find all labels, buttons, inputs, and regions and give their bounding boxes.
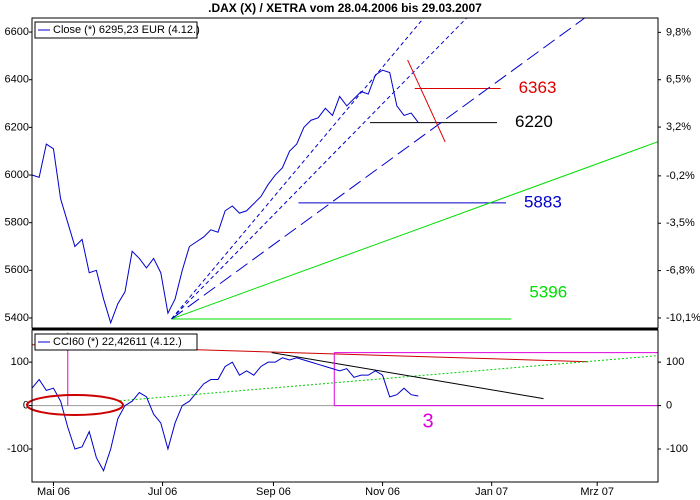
y2-tick-label: 3,2%	[666, 121, 691, 133]
trend-line	[271, 352, 544, 400]
y-tick-label: 5600	[5, 264, 29, 276]
series-line	[31, 357, 419, 472]
trend-line	[171, 17, 467, 320]
annotation: 3	[422, 410, 433, 432]
y2-tick-label: 0	[666, 399, 672, 411]
highlight-ellipse	[26, 394, 124, 416]
x-tick-label: Mai 06	[37, 486, 70, 498]
y-tick-label: 6000	[5, 169, 29, 181]
trend-line	[407, 59, 446, 143]
plots: 5400 5600 5800 6000 6200 6400 6600 9,8% 6,5% 3,2%…	[5, 17, 700, 498]
y-tick-label: -100	[7, 443, 29, 455]
series-line	[31, 69, 419, 325]
chart-title: .DAX (X) / XETRA vom 28.04.2006 bis 29.0…	[208, 1, 482, 15]
legend-label: CCI60 (*) 22,42611 (4.12.)	[53, 336, 182, 348]
y2-tick-label: -10,1%	[666, 312, 700, 324]
y2-tick-label: 9,8%	[666, 26, 691, 38]
y2-tick-label: 6,5%	[666, 74, 691, 86]
level-label: 6363	[519, 78, 557, 97]
x-tick-label: Mrz 07	[580, 486, 614, 498]
y2-tick-label: -6,8%	[666, 264, 695, 276]
trend-line	[171, 141, 659, 320]
y-tick-label: 100	[11, 356, 29, 368]
y2-tick-label: -3,5%	[666, 217, 695, 229]
legend	[34, 333, 198, 351]
y-tick-label: 5800	[5, 217, 29, 229]
trend-line	[171, 17, 585, 320]
level-label: 6220	[515, 112, 553, 131]
y-tick-label: 0	[23, 399, 29, 411]
x-tick-label: Jan 07	[475, 486, 508, 498]
x-tick-label: Jul 06	[148, 486, 177, 498]
trend-line	[171, 17, 425, 320]
level-label: 5396	[529, 282, 567, 301]
y-tick-label: 6400	[5, 74, 29, 86]
y-tick-label: 6600	[5, 26, 29, 38]
x-tick-label: Sep 06	[256, 486, 291, 498]
legend-label: Close (*) 6295,23 EUR (4.12.)	[53, 24, 200, 36]
legend	[34, 21, 198, 39]
y2-tick-label: 100	[666, 356, 684, 368]
y2-tick-label: -0,2%	[666, 170, 695, 182]
level-label: 5883	[524, 192, 562, 211]
y2-tick-label: -100	[666, 443, 688, 455]
y-tick-label: 5400	[5, 312, 29, 324]
y-tick-label: 6200	[5, 121, 29, 133]
x-tick-label: Nov 06	[365, 486, 400, 498]
